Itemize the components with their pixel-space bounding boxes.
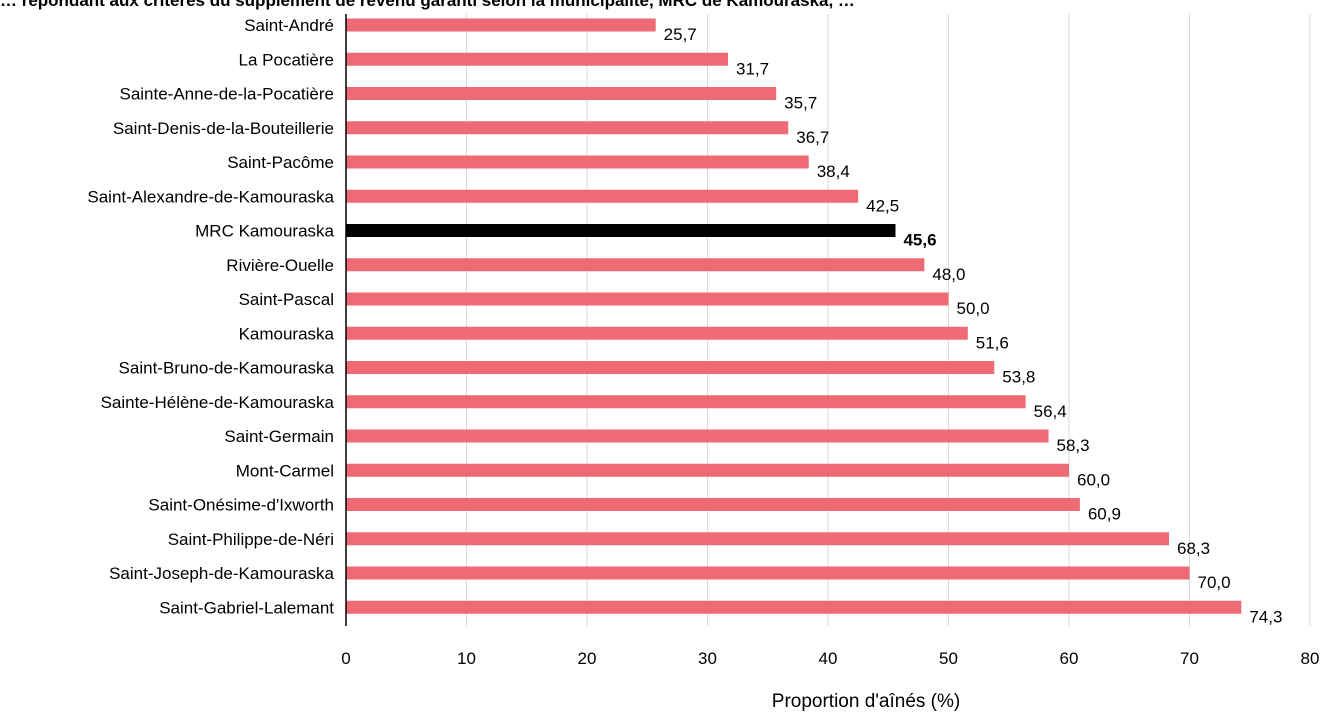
chart-title: … répondant aux critères du supplément d… — [0, 0, 855, 10]
x-tick-label: 30 — [698, 649, 717, 668]
category-label: Saint-Pacôme — [227, 153, 334, 172]
bar — [346, 566, 1190, 580]
x-tick-label: 20 — [578, 649, 597, 668]
x-tick-label: 50 — [939, 649, 958, 668]
value-label: 51,6 — [976, 333, 1009, 352]
bar — [346, 361, 995, 374]
bar — [346, 189, 859, 203]
category-label: Saint-Pascal — [239, 290, 334, 309]
value-label: 25,7 — [664, 25, 697, 44]
x-tick-label: 80 — [1301, 649, 1320, 668]
category-label: Sainte-Hélène-de-Kamouraska — [101, 393, 335, 412]
bar — [346, 87, 777, 100]
category-label: Saint-Onésime-d'Ixworth — [148, 496, 334, 515]
value-label: 31,7 — [736, 59, 769, 78]
bar — [346, 155, 809, 169]
value-label: 56,4 — [1034, 402, 1067, 421]
bar — [346, 326, 968, 340]
category-label: MRC Kamouraska — [195, 222, 334, 241]
x-tick-label: 40 — [819, 649, 838, 668]
category-label: Saint-Germain — [224, 427, 334, 446]
value-label: 60,9 — [1088, 505, 1121, 524]
bar — [346, 292, 949, 306]
value-label: 68,3 — [1177, 539, 1210, 558]
bar — [346, 18, 656, 32]
value-label: 38,4 — [817, 162, 850, 181]
value-label: 53,8 — [1002, 368, 1035, 387]
category-label: Sainte-Anne-de-la-Pocatière — [119, 85, 334, 104]
value-label: 74,3 — [1249, 607, 1282, 626]
x-tick-label: 70 — [1180, 649, 1199, 668]
value-label: 36,7 — [796, 128, 829, 147]
category-label: Saint-André — [244, 16, 334, 35]
category-label: Kamouraska — [239, 324, 335, 343]
x-tick-label: 60 — [1060, 649, 1079, 668]
bar — [346, 429, 1049, 443]
bar — [346, 463, 1069, 477]
category-label: Saint-Joseph-de-Kamouraska — [109, 564, 334, 583]
bar — [346, 121, 789, 135]
category-label: Saint-Alexandre-de-Kamouraska — [87, 187, 334, 206]
x-tick-label: 10 — [457, 649, 476, 668]
value-label: 42,5 — [866, 196, 899, 215]
bar — [346, 258, 925, 272]
category-label: Saint-Philippe-de-Néri — [168, 530, 334, 549]
bar — [346, 498, 1080, 511]
bar — [346, 600, 1242, 614]
category-label: Saint-Bruno-de-Kamouraska — [119, 359, 335, 378]
category-label: Mont-Carmel — [236, 461, 334, 480]
value-label: 58,3 — [1057, 436, 1090, 455]
value-label: 45,6 — [903, 231, 936, 250]
value-label: 50,0 — [957, 299, 990, 318]
category-label: Rivière-Ouelle — [226, 256, 334, 275]
category-label: Saint-Denis-de-la-Bouteillerie — [113, 119, 334, 138]
value-label: 35,7 — [784, 94, 817, 113]
bar — [346, 52, 728, 66]
category-label: La Pocatière — [239, 50, 334, 69]
value-label: 70,0 — [1198, 573, 1231, 592]
category-label: Saint-Gabriel-Lalemant — [159, 598, 334, 617]
value-label: 48,0 — [932, 265, 965, 284]
bar — [346, 395, 1026, 409]
bar — [346, 532, 1170, 546]
bar — [346, 224, 896, 237]
value-label: 60,0 — [1077, 470, 1110, 489]
x-tick-label: 0 — [341, 649, 350, 668]
x-axis-label: Proportion d'aînés (%) — [771, 691, 961, 712]
